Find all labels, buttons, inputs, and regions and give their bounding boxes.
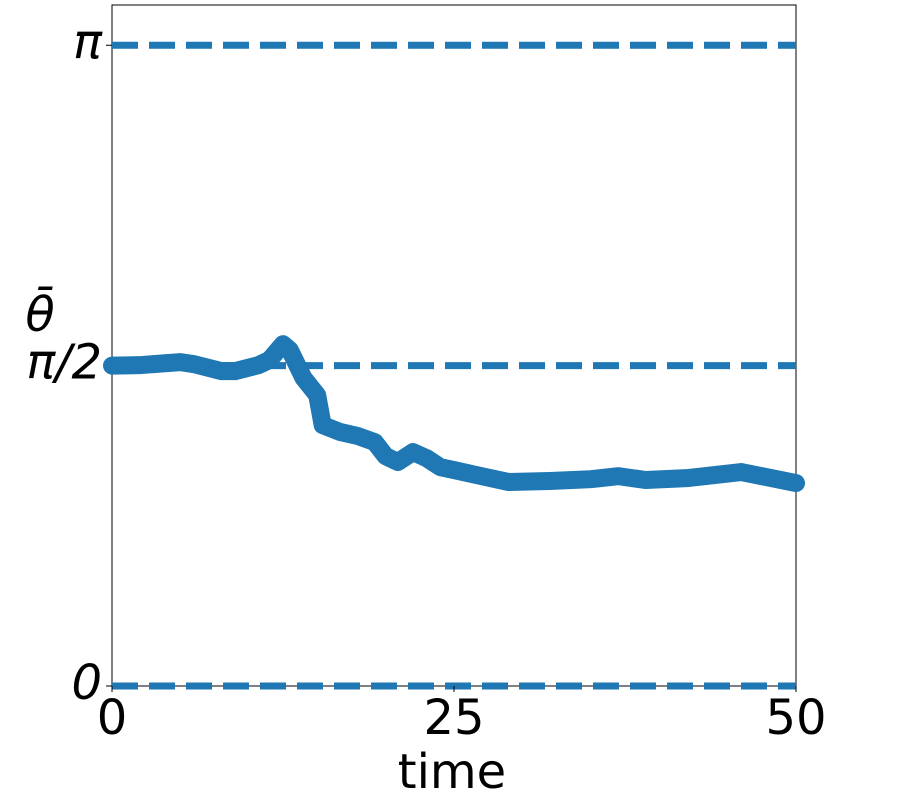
x-tick-label: 50 bbox=[765, 690, 826, 746]
y-tick-label: 0 bbox=[71, 655, 102, 711]
x-tick-label: 25 bbox=[423, 690, 484, 746]
x-tick-label: 0 bbox=[97, 690, 128, 746]
y-axis-label: θ̄ bbox=[25, 286, 54, 343]
y-tick-label: π/2 bbox=[26, 335, 102, 391]
x-axis-label: time bbox=[398, 744, 506, 800]
y-tick-label: π bbox=[73, 14, 103, 70]
plot-frame bbox=[111, 4, 797, 687]
data-line bbox=[103, 335, 805, 493]
